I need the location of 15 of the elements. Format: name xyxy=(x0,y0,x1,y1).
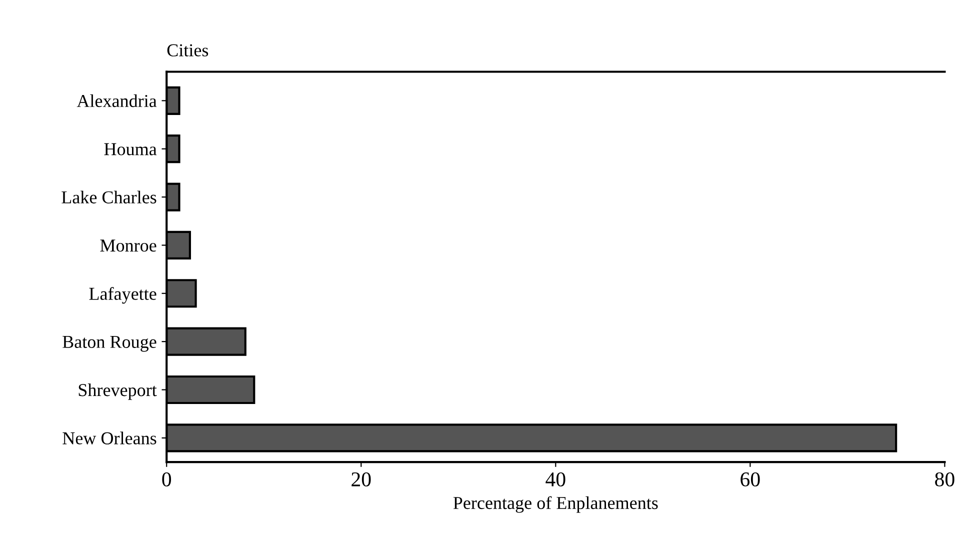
x-tick-label: 60 xyxy=(740,472,760,486)
x-tick-label: 80 xyxy=(935,472,954,486)
y-tick-label: Houma xyxy=(104,143,157,156)
y-tick-label: New Orleans xyxy=(62,432,156,444)
y-tick-label: Monroe xyxy=(100,240,156,252)
y-tick-label: Baton Rouge xyxy=(62,336,156,352)
x-tick-label: 20 xyxy=(352,472,371,486)
y-tick-label: Lake Charles xyxy=(62,190,156,204)
y-axis-title: Cities xyxy=(167,44,208,56)
y-tick-label: Alexandria xyxy=(76,94,157,108)
x-tick-label: 40 xyxy=(546,472,566,486)
x-tick-label: 0 xyxy=(162,472,172,486)
y-tick-label: Shreveport xyxy=(78,383,157,400)
x-axis-title: Percentage of Enplanements xyxy=(453,496,658,513)
y-tick-label: Lafayette xyxy=(89,287,156,304)
